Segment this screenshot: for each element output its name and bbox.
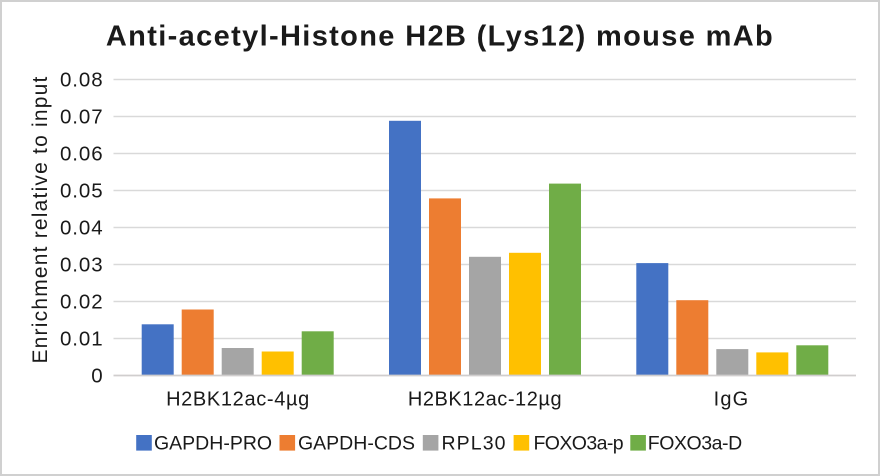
svg-text:0.05: 0.05 <box>60 180 104 203</box>
svg-text:0: 0 <box>91 365 103 388</box>
svg-text:H2BK12ac-12µg: H2BK12ac-12µg <box>408 389 562 411</box>
svg-text:GAPDH-CDS: GAPDH-CDS <box>298 433 415 455</box>
svg-text:RPL30: RPL30 <box>442 433 507 455</box>
svg-text:0.06: 0.06 <box>60 143 104 166</box>
svg-text:0.07: 0.07 <box>60 106 104 129</box>
svg-text:IgG: IgG <box>714 389 750 411</box>
svg-text:0.08: 0.08 <box>60 69 104 92</box>
svg-text:0.04: 0.04 <box>60 217 104 240</box>
svg-text:FOXO3a-p: FOXO3a-p <box>534 433 624 455</box>
svg-text:GAPDH-PRO: GAPDH-PRO <box>154 433 272 455</box>
svg-text:0.02: 0.02 <box>60 291 104 314</box>
svg-text:Anti-acetyl-Histone H2B (Lys12: Anti-acetyl-Histone H2B (Lys12) mouse mA… <box>106 21 774 53</box>
svg-text:0.03: 0.03 <box>60 254 104 277</box>
svg-text:0.01: 0.01 <box>60 328 104 351</box>
svg-text:Enrichment relative to input: Enrichment relative to input <box>29 75 52 363</box>
svg-text:FOXO3a-D: FOXO3a-D <box>648 433 742 455</box>
svg-text:H2BK12ac-4µg: H2BK12ac-4µg <box>166 389 310 411</box>
